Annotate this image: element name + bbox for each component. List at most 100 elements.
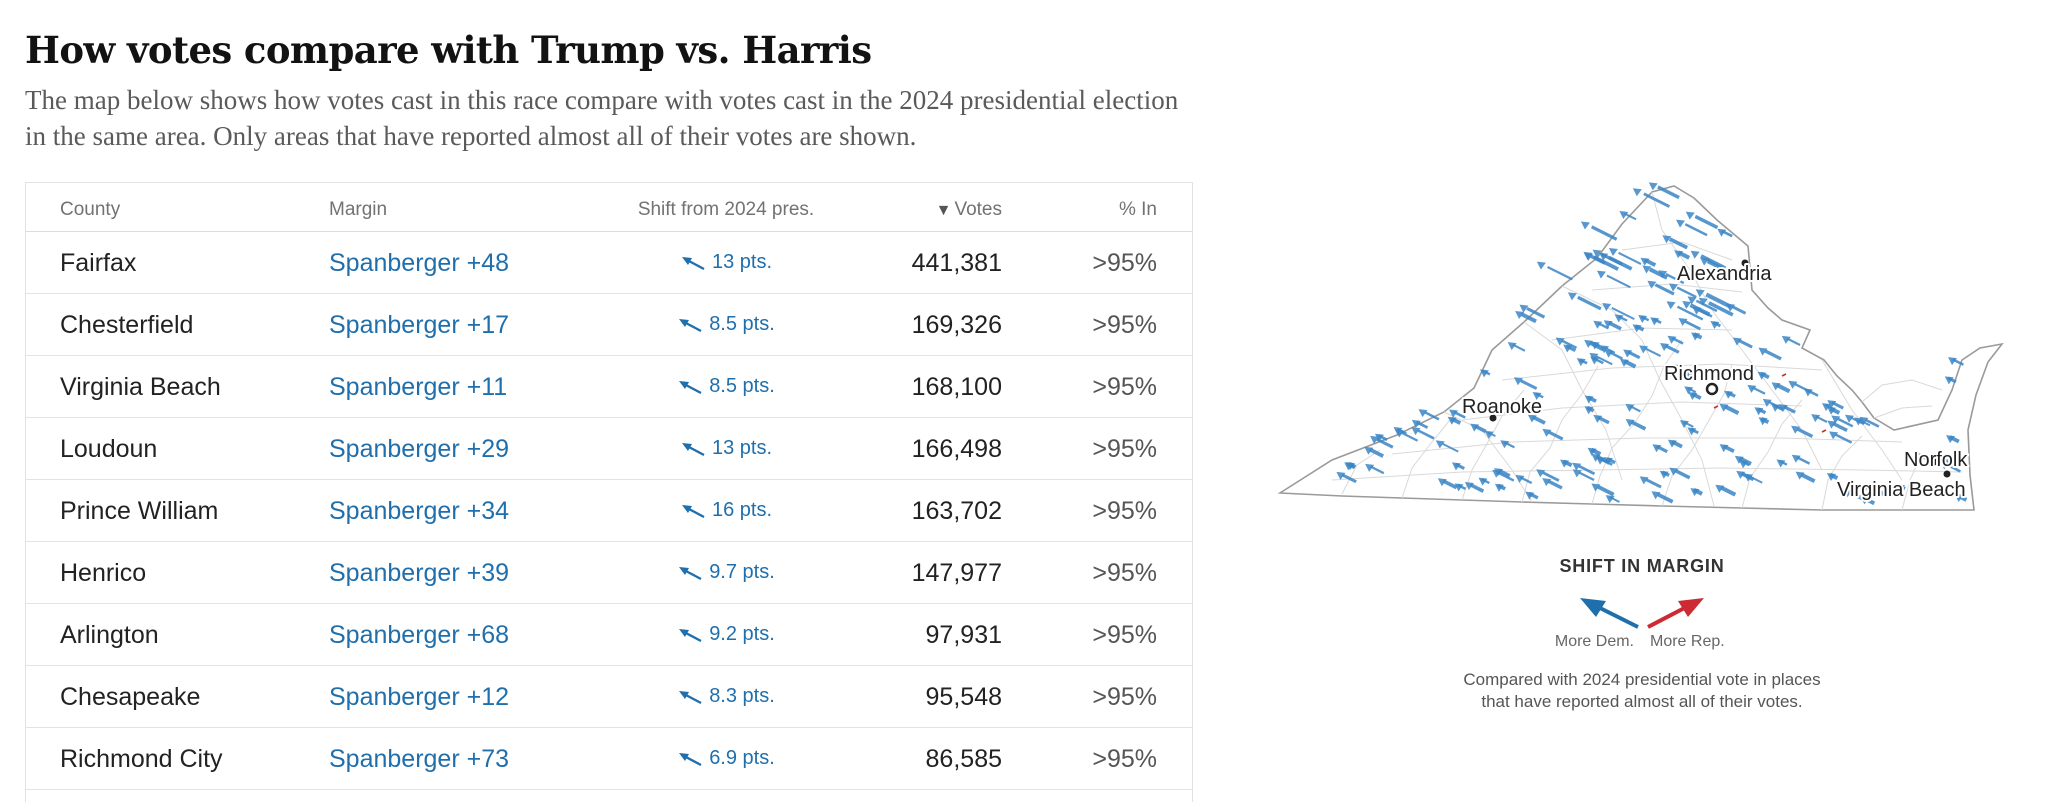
virginia-map: Alexandria Richmond Roanoke Norfolk Virg… — [1277, 182, 2004, 511]
table-header: County Margin Shift from 2024 pres. ▼ Vot… — [26, 183, 1192, 232]
map-shift-arrow — [1593, 320, 1610, 330]
map-shift-arrow — [1464, 482, 1485, 493]
table-row[interactable]: Arlington Spanberger +68 9.2 pts. 97,931 >95… — [26, 604, 1192, 666]
table-row[interactable]: Prince William Spanberger +34 16 pts. 163,7… — [26, 480, 1192, 542]
map-shift-arrow — [1895, 483, 1906, 493]
map-shift-arrow — [1584, 406, 1595, 415]
map-shift-arrow — [1507, 342, 1526, 352]
table-row[interactable]: Chesapeake Spanberger +12 8.3 pts. 95,548 >9… — [26, 666, 1192, 728]
map-shift-arrow — [1494, 483, 1506, 492]
shift-arrow-icon — [677, 379, 703, 395]
map-shift-arrow — [1669, 467, 1691, 480]
shift-column-header[interactable]: Shift from 2024 pres. — [637, 199, 815, 220]
map-shift-arrow — [1411, 427, 1435, 440]
map-shift-arrow — [1632, 188, 1671, 208]
map-shift-arrow — [1560, 459, 1573, 468]
map-shift-arrow — [1596, 270, 1631, 289]
map-shift-arrow — [1690, 487, 1703, 497]
map-shift-arrow — [1542, 478, 1563, 490]
votes-value: 441,381 — [911, 249, 1002, 277]
map-shift-arrow — [1682, 300, 1711, 317]
map-shift-arrow — [1583, 251, 1619, 271]
map-shift-arrow — [1364, 446, 1385, 458]
map-shift-arrow — [1572, 462, 1596, 476]
shift-value-cell: 6.9 pts. — [611, 747, 841, 773]
pct-in-column-header[interactable]: % In — [1118, 199, 1157, 220]
map-shift-arrow — [1411, 419, 1429, 429]
map-shift-arrow — [1470, 423, 1487, 434]
margin-value: Spanberger +73 — [329, 745, 510, 773]
map-shift-arrow — [1515, 310, 1537, 324]
shift-value: 8.5 pts. — [709, 375, 775, 397]
map-shift-arrow — [1525, 491, 1539, 500]
map-shift-arrow — [1829, 431, 1853, 444]
map-shift-arrow — [1590, 356, 1604, 365]
page-title: How votes compare with Trump vs. Harris — [25, 28, 872, 72]
map-shift-arrow — [1747, 384, 1766, 395]
city-markers — [1489, 259, 1951, 478]
map-shift-arrow — [1791, 454, 1811, 465]
map-shift-arrow — [1639, 476, 1662, 489]
table-row[interactable]: Richmond City Spanberger +73 6.9 pts. 86,58… — [26, 728, 1192, 790]
map-shift-arrow — [1625, 419, 1647, 431]
shift-arrow-icon — [677, 689, 703, 705]
county-name: Fairfax — [60, 249, 137, 277]
map-shift-arrow — [1447, 416, 1462, 425]
map-shift-arrow — [1437, 478, 1458, 490]
map-shift-arrow — [1684, 386, 1697, 395]
map-shift-arrow — [1365, 463, 1385, 475]
county-name: Henrico — [60, 559, 147, 587]
map-shift-arrow — [1418, 409, 1440, 421]
map-shift-arrow — [1536, 469, 1560, 482]
map-shift-arrow — [1625, 403, 1641, 413]
map-shift-arrow — [1479, 369, 1491, 378]
shift-value: 8.5 pts. — [709, 313, 775, 335]
map-shift-arrow — [1584, 395, 1597, 404]
map-shift-arrow — [1872, 488, 1887, 497]
map-shift-arrow — [1954, 493, 1968, 502]
table-row[interactable]: Chesterfield Spanberger +17 8.5 pts. 169,32… — [26, 294, 1192, 356]
map-shift-arrow — [1572, 469, 1595, 482]
map-shift-arrow — [1668, 283, 1697, 299]
margin-value: Spanberger +11 — [329, 373, 508, 401]
map-shift-arrow — [1659, 470, 1670, 479]
map-shift-arrow — [1336, 471, 1357, 484]
map-shift-arrow — [1344, 462, 1356, 471]
more-rep-label: More Rep. — [1650, 633, 1725, 650]
margin-column-header[interactable]: Margin — [329, 199, 388, 220]
map-shift-arrow — [1639, 345, 1662, 358]
map-shift-arrow — [1690, 250, 1727, 270]
map-shift-arrow — [1671, 364, 1681, 373]
map-shift-arrow — [1650, 317, 1662, 326]
results-table: County Margin Shift from 2024 pres. ▼ Vot… — [25, 182, 1193, 802]
county-name: Virginia Beach — [60, 373, 221, 401]
votes-column-header[interactable]: ▼ Votes — [936, 199, 1002, 221]
richmond-marker — [1705, 382, 1719, 396]
county-column-header[interactable]: County — [60, 199, 121, 220]
map-shift-arrow — [1593, 414, 1610, 425]
map-shift-arrow — [1717, 228, 1733, 238]
map-shift-arrow — [1854, 417, 1871, 427]
roanoke-label: Roanoke — [1462, 396, 1542, 418]
shift-value-cell: 9.2 pts. — [611, 623, 841, 649]
table-row[interactable]: Henrico Spanberger +39 9.7 pts. 147,977 >95% — [26, 542, 1192, 604]
margin-value: Spanberger +34 — [329, 497, 510, 525]
table-row[interactable]: Virginia Beach Spanberger +11 8.5 pts. 168,… — [26, 356, 1192, 418]
map-shift-arrow — [1600, 345, 1616, 354]
table-row[interactable]: Fairfax Spanberger +48 13 pts. 441,381 >95% — [26, 232, 1192, 294]
map-shift-arrow — [1940, 461, 1961, 473]
table-body: Fairfax Spanberger +48 13 pts. 441,381 >95% C… — [26, 232, 1192, 790]
more-dem-label: More Dem. — [1554, 633, 1634, 650]
map-shift-arrow — [1532, 391, 1544, 400]
map-shift-arrow — [1710, 320, 1722, 329]
pct-in-value: >95% — [1092, 683, 1157, 711]
map-shift-arrow — [1591, 483, 1615, 497]
richmond-label: Richmond — [1664, 363, 1754, 385]
map-shift-arrow — [1732, 337, 1753, 349]
map-shift-arrow — [1719, 444, 1735, 453]
table-row[interactable]: Loudoun Spanberger +29 13 pts. 166,498 >95% — [26, 418, 1192, 480]
map-shift-arrow — [1778, 404, 1796, 414]
map-shift-arrow — [1370, 435, 1394, 449]
map-shift-arrow — [1500, 440, 1515, 449]
map-shift-arrow — [1688, 391, 1702, 400]
